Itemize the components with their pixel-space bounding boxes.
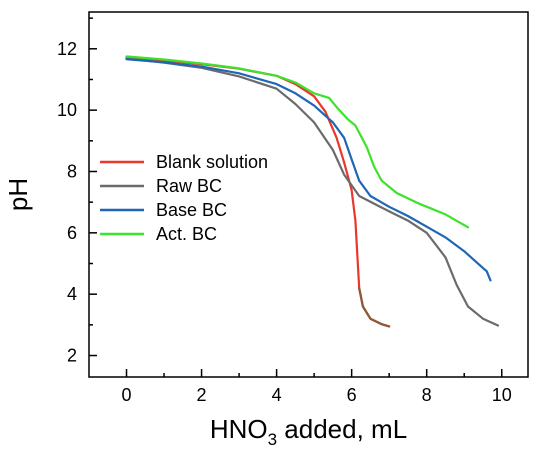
legend-label-2: Base BC (156, 200, 227, 220)
legend-label-1: Raw BC (156, 176, 222, 196)
series-line-3 (125, 55, 470, 229)
x-axis-title: HNO3 added, mL (210, 414, 407, 449)
x-tick-label: 4 (272, 385, 282, 405)
series-line-2 (125, 58, 492, 282)
y-axis-title: pH (3, 178, 33, 211)
legend: Blank solution Raw BC Base BC Act. BC (100, 152, 268, 244)
x-tick-label: 0 (122, 385, 132, 405)
series-layer (125, 55, 500, 328)
legend-label-0: Blank solution (156, 152, 268, 172)
x-axis-title-suffix: added, mL (277, 414, 407, 444)
y-tick-label: 10 (57, 100, 77, 120)
legend-label-3: Act. BC (156, 224, 217, 244)
y-axis-ticks: 2 4 6 8 10 12 (57, 17, 97, 366)
plot-frame (88, 11, 529, 378)
x-axis-ticks: 0 2 4 6 8 10 (122, 369, 512, 405)
y-tick-label: 12 (57, 39, 77, 59)
blank-solution-tail (358, 287, 391, 328)
y-tick-label: 8 (67, 161, 77, 181)
y-tick-label: 4 (67, 284, 77, 304)
series-line-1 (125, 57, 500, 327)
x-tick-label: 6 (347, 385, 357, 405)
x-axis-title-main: HNO (210, 414, 268, 444)
x-tick-label: 10 (492, 385, 512, 405)
y-tick-label: 2 (67, 346, 77, 366)
x-tick-label: 8 (422, 385, 432, 405)
x-axis-title-subscript: 3 (268, 430, 277, 449)
x-tick-label: 2 (197, 385, 207, 405)
y-tick-label: 6 (67, 223, 77, 243)
